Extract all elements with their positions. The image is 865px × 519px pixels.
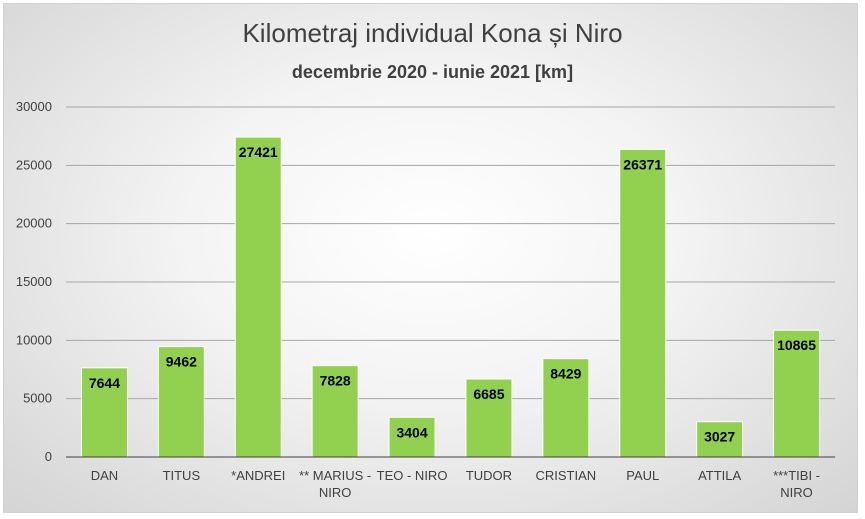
bar: [388, 416, 436, 458]
y-tick-label: 20000: [16, 216, 52, 231]
bar: [311, 365, 359, 458]
data-label: 7644: [89, 375, 120, 391]
x-tick-label: *ANDREI: [231, 468, 285, 483]
bar: [234, 136, 282, 458]
y-tick-label: 30000: [16, 99, 52, 114]
x-tick-label: PAUL: [626, 468, 659, 483]
data-label: 6685: [473, 386, 504, 402]
data-label: 9462: [166, 354, 197, 370]
x-tick-label: ** MARIUS -NIRO: [299, 468, 371, 500]
data-label: 10865: [777, 337, 816, 353]
bar: [773, 329, 821, 458]
x-tick-label: TITUS: [163, 468, 201, 483]
data-label: 26371: [623, 156, 662, 172]
data-label: 8429: [550, 366, 581, 382]
data-label: 7828: [320, 373, 351, 389]
x-tick-label: CRISTIAN: [536, 468, 597, 483]
chart-subtitle: decembrie 2020 - iunie 2021 [km]: [291, 62, 574, 82]
data-label: 3027: [704, 429, 735, 445]
x-tick-label: DAN: [91, 468, 118, 483]
y-tick-label: 5000: [23, 391, 52, 406]
bar: [157, 346, 205, 458]
y-tick-label: 15000: [16, 274, 52, 289]
x-tick-label: ***TIBI -NIRO: [773, 468, 820, 500]
chart-title: Kilometraj individual Kona și Niro: [242, 18, 623, 48]
data-label: 3404: [396, 424, 427, 440]
y-tick-label: 0: [45, 449, 52, 464]
bar: [80, 367, 128, 458]
x-tick-label: TEO - NIRO: [377, 468, 448, 483]
bar: [619, 148, 667, 458]
x-tick-label: TUDOR: [466, 468, 512, 483]
y-tick-label: 25000: [16, 157, 52, 172]
data-label: 27421: [239, 144, 278, 160]
x-tick-label: ATTILA: [698, 468, 741, 483]
y-tick-label: 10000: [16, 332, 52, 347]
